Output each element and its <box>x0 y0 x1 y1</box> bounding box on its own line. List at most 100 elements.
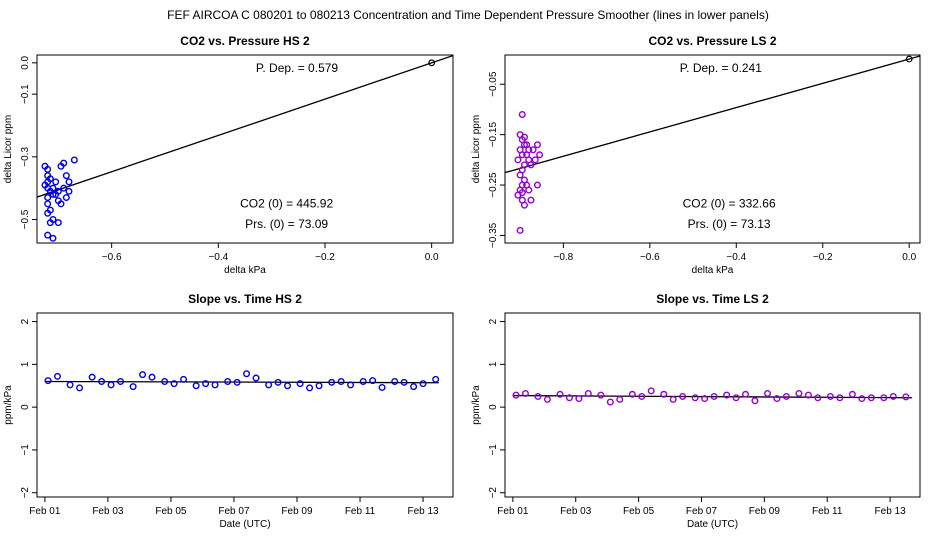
data-point <box>647 387 655 395</box>
data-point <box>518 151 526 159</box>
data-point <box>534 392 542 400</box>
data-point <box>520 201 528 209</box>
data-point <box>751 397 759 405</box>
y-tick-label: −0.05 <box>488 71 499 97</box>
panel-4: Slope vs. Time LS 2 Feb 01 Feb 03 Feb 05 Feb… <box>471 292 921 530</box>
data-point <box>284 382 292 390</box>
reference-point <box>905 55 913 63</box>
data-point <box>419 380 427 388</box>
y-tick-label: 0.0 <box>20 55 31 69</box>
data-point <box>512 391 520 399</box>
y-tick-label: 2 <box>20 318 31 324</box>
plot-frame <box>36 312 454 498</box>
data-point <box>710 392 718 400</box>
y-axis-label: ppm/kPa <box>471 385 482 425</box>
data-point <box>773 395 781 403</box>
data-point <box>701 395 709 403</box>
data-point <box>764 389 772 397</box>
data-point <box>224 377 232 385</box>
data-point <box>518 110 526 118</box>
data-point <box>533 181 541 189</box>
data-layer <box>512 387 913 406</box>
data-point <box>556 390 564 398</box>
data-point <box>804 391 812 399</box>
x-tick-label: Feb 03 <box>92 506 124 517</box>
data-point <box>660 390 668 398</box>
plot-frame <box>504 54 921 244</box>
data-point <box>52 190 60 198</box>
panel-title: CO2 vs. Pressure LS 2 <box>648 34 776 48</box>
y-tick-label: 1 <box>20 361 31 367</box>
regression-line <box>37 55 453 198</box>
y-tick-label: 0 <box>20 404 31 410</box>
data-point <box>391 377 399 385</box>
data-point <box>848 390 856 398</box>
data-point <box>46 219 54 227</box>
data-point <box>170 380 178 388</box>
data-point <box>533 141 541 149</box>
x-tick-label: 0.0 <box>425 252 439 263</box>
reference-point <box>428 59 436 67</box>
y-tick-label: −2 <box>488 487 499 499</box>
x-tick-label: −0.2 <box>315 252 335 263</box>
data-point <box>597 391 605 399</box>
data-point <box>525 186 533 194</box>
data-point <box>328 378 336 386</box>
data-point <box>44 231 52 239</box>
data-layer <box>37 55 453 242</box>
data-point <box>782 392 790 400</box>
data-point <box>66 381 74 389</box>
data-point <box>296 380 304 388</box>
data-point <box>233 378 241 386</box>
data-point <box>826 392 834 400</box>
x-tick-label: Feb 05 <box>155 506 187 517</box>
data-point <box>669 395 677 403</box>
data-point <box>60 159 68 167</box>
data-point <box>520 141 528 149</box>
annotation-p-dep: P. Dep. = 0.241 <box>680 61 763 75</box>
data-point <box>44 194 52 202</box>
x-tick-label: −0.2 <box>813 252 833 263</box>
data-point <box>543 395 551 403</box>
data-point <box>347 381 355 389</box>
data-point <box>148 373 156 381</box>
data-point <box>44 200 52 208</box>
data-point <box>211 381 219 389</box>
data-point <box>70 156 78 164</box>
data-point <box>202 380 210 388</box>
data-point <box>516 171 524 179</box>
x-tick-label: −0.6 <box>640 252 660 263</box>
x-tick-label: Feb 07 <box>218 506 250 517</box>
plot-frame <box>36 54 454 244</box>
panel-1: CO2 vs. Pressure HS 2 −0.6 −0.4 −0.2 0.0 0.0 −… <box>3 34 454 276</box>
data-point <box>98 377 106 385</box>
data-point <box>161 377 169 385</box>
y-tick-label: −0.5 <box>20 209 31 229</box>
data-point <box>679 392 687 400</box>
data-point <box>88 373 96 381</box>
annotation-prs-zero: Prs. (0) = 73.13 <box>688 217 771 231</box>
x-tick-label: 0.0 <box>902 252 916 263</box>
data-point <box>57 200 65 208</box>
plot-frame <box>504 312 921 498</box>
data-point <box>139 371 147 379</box>
panel-title: CO2 vs. Pressure HS 2 <box>180 34 310 48</box>
annotation-p-dep: P. Dep. = 0.579 <box>256 61 339 75</box>
data-point <box>565 394 573 402</box>
data-point <box>192 382 200 390</box>
data-point <box>889 392 897 400</box>
data-point <box>60 184 68 192</box>
y-tick-label: −0.35 <box>488 222 499 248</box>
data-point <box>62 194 70 202</box>
x-axis-label: Date (UTC) <box>219 519 270 530</box>
data-point <box>252 374 260 382</box>
data-point <box>527 196 535 204</box>
annotation-co2-zero: CO2 (0) = 445.92 <box>240 196 333 210</box>
data-layer <box>44 370 440 392</box>
data-point <box>902 393 910 401</box>
y-tick-label: −0.3 <box>20 147 31 167</box>
data-point <box>742 390 750 398</box>
data-point <box>359 377 367 385</box>
x-tick-label: Feb 07 <box>686 506 718 517</box>
y-tick-label: 0 <box>488 404 499 410</box>
